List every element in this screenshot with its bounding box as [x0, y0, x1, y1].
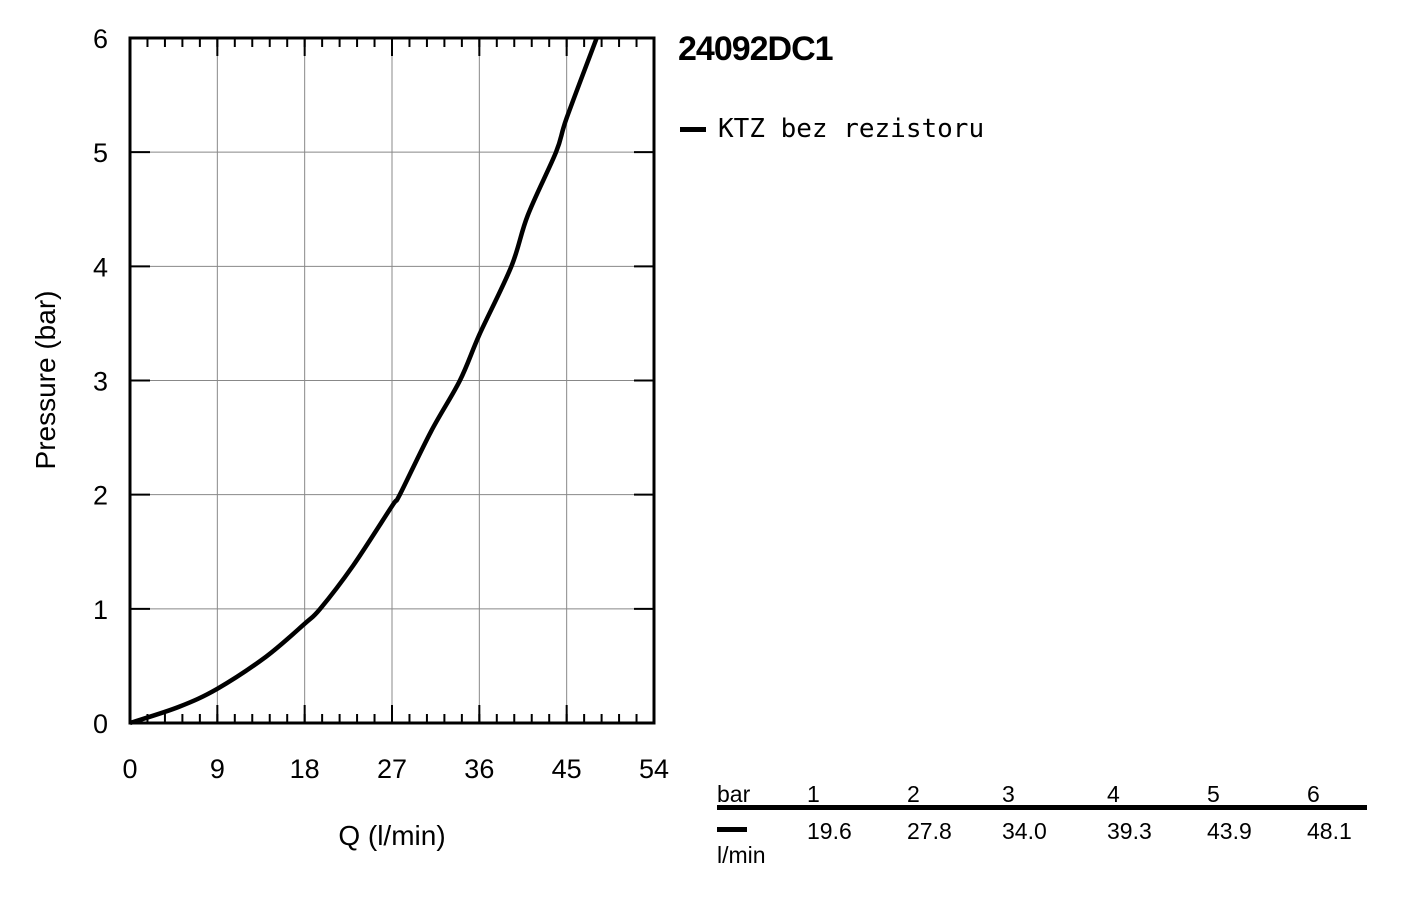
- x-tick-label: 54: [639, 754, 669, 784]
- table-header-label: bar: [717, 781, 751, 807]
- y-tick-label: 0: [93, 709, 108, 739]
- x-tick-labels: 0 9 18 27 36 45 54: [122, 754, 669, 784]
- table-unit: l/min: [717, 842, 766, 868]
- table-value-5: 43.9: [1207, 818, 1252, 844]
- chart-grid: [130, 38, 654, 723]
- x-tick-label: 9: [210, 754, 225, 784]
- table-col-5: 5: [1207, 781, 1220, 807]
- y-tick-label: 1: [93, 595, 108, 625]
- table-col-2: 2: [907, 781, 920, 807]
- y-axis-title: Pressure (bar): [30, 291, 61, 470]
- plot-frame: [128, 36, 656, 725]
- legend-swatch: [680, 126, 706, 132]
- y-tick-label: 6: [93, 24, 108, 54]
- table-value-1: 19.6: [807, 818, 852, 844]
- table-col-1: 1: [807, 781, 820, 807]
- table-col-4: 4: [1107, 781, 1120, 807]
- table-value-6: 48.1: [1307, 818, 1352, 844]
- chart-title: 24092DC1: [678, 30, 834, 68]
- legend: KTZ bez rezistoru: [680, 114, 984, 144]
- legend-label: KTZ bez rezistoru: [718, 114, 985, 144]
- table-col-3: 3: [1002, 781, 1015, 807]
- x-tick-label: 27: [377, 754, 407, 784]
- x-tick-label: 0: [122, 754, 137, 784]
- flow-table: bar 1 2 3 4 5 6 l/min 19.6 27.8 34.0 39.…: [717, 778, 1367, 878]
- table-value-3: 34.0: [1002, 818, 1047, 844]
- series-line: [129, 37, 599, 726]
- x-tick-label: 18: [290, 754, 320, 784]
- y-tick-label: 2: [93, 481, 108, 511]
- table-rule: [717, 805, 1367, 810]
- table-row-swatch: [717, 827, 747, 832]
- table-value-2: 27.8: [907, 818, 952, 844]
- y-tick-labels: 0 1 2 3 4 5 6: [93, 24, 108, 739]
- y-tick-label: 3: [93, 367, 108, 397]
- x-tick-label: 36: [464, 754, 494, 784]
- y-tick-label: 4: [93, 252, 108, 282]
- table-col-6: 6: [1307, 781, 1320, 807]
- table-value-4: 39.3: [1107, 818, 1152, 844]
- x-axis-title: Q (l/min): [338, 820, 445, 851]
- y-tick-label: 5: [93, 138, 108, 168]
- series-layer: [129, 37, 599, 726]
- x-tick-label: 45: [552, 754, 582, 784]
